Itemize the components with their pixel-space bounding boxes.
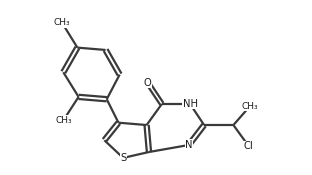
Text: O: O: [144, 78, 152, 88]
Text: S: S: [120, 153, 126, 163]
Text: Cl: Cl: [244, 141, 254, 151]
Text: N: N: [185, 140, 193, 150]
Text: CH₃: CH₃: [55, 116, 72, 125]
Text: NH: NH: [183, 99, 197, 109]
Text: CH₃: CH₃: [54, 19, 71, 27]
Text: CH₃: CH₃: [241, 102, 258, 111]
